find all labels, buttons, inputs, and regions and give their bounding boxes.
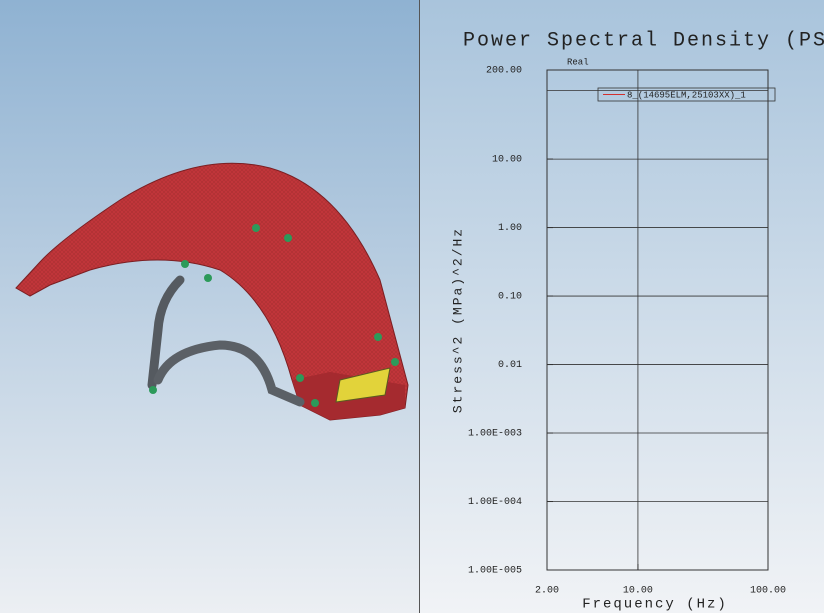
y-tick-label: 1.00E-004: [468, 497, 522, 508]
legend-entry: 8_(14695ELM,25103XX)_1: [627, 90, 746, 100]
x-tick-label: 2.00: [535, 586, 559, 597]
chart-title: Power Spectral Density (PS: [463, 29, 824, 52]
x-tick-label: 10.00: [623, 586, 653, 597]
y-tick-label: 0.10: [498, 292, 522, 303]
y-tick-label: 0.01: [498, 360, 522, 371]
y-tick-label: 1.00: [498, 223, 522, 234]
y-tick-label: 1.00E-003: [468, 429, 522, 440]
x-axis-label: Frequency (Hz): [582, 597, 728, 613]
plot-subtitle: Real: [567, 57, 589, 67]
y-tick-label: 10.00: [492, 155, 522, 166]
plot-viewport[interactable]: [420, 0, 824, 613]
y-axis-label: Stress^2 (MPa)^2/Hz: [450, 227, 465, 413]
app-window: Power Spectral Density (PS Real Frequenc…: [0, 0, 824, 613]
y-tick-label: 1.00E-005: [468, 566, 522, 577]
y-tick-label: 200.00: [486, 66, 522, 77]
x-tick-label: 100.00: [750, 586, 786, 597]
